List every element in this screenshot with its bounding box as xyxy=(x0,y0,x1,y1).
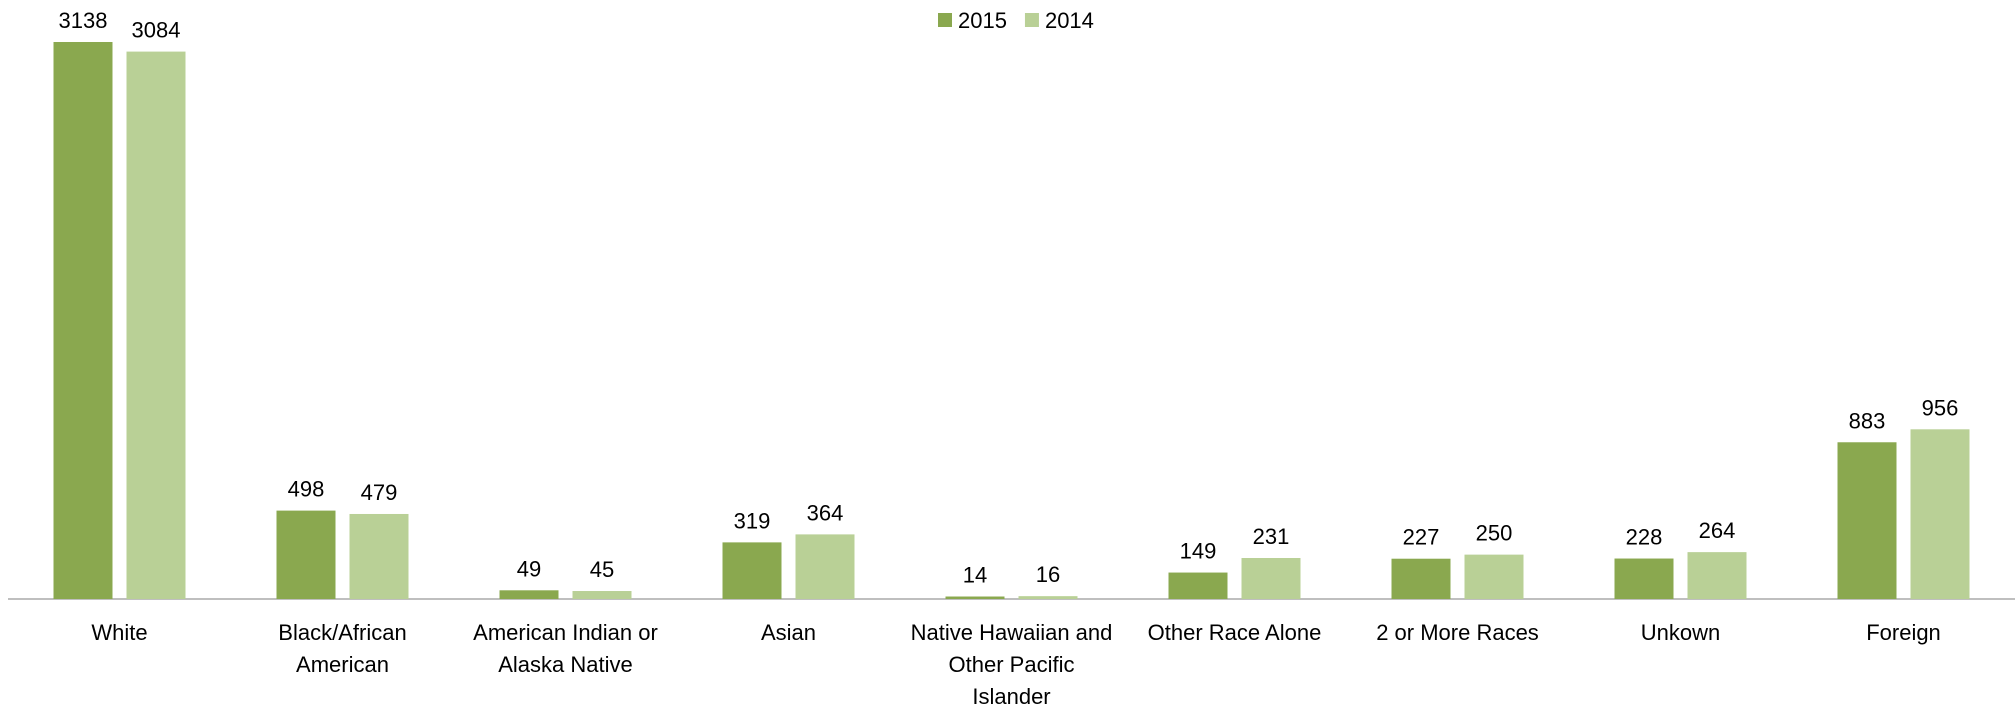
data-label: 3138 xyxy=(59,8,108,33)
data-label: 364 xyxy=(807,500,844,525)
data-label: 956 xyxy=(1922,395,1959,420)
bar xyxy=(1018,596,1078,599)
bar xyxy=(795,534,855,599)
bar xyxy=(572,591,632,599)
data-label: 49 xyxy=(517,556,541,581)
bar xyxy=(722,542,782,599)
data-label: 149 xyxy=(1180,539,1217,564)
data-label: 45 xyxy=(590,557,614,582)
x-tick-label: White xyxy=(91,620,148,645)
bar xyxy=(1464,554,1524,599)
legend-swatch xyxy=(938,13,952,27)
bar xyxy=(1614,558,1674,599)
legend-label: 2014 xyxy=(1045,8,1094,33)
data-label: 498 xyxy=(288,477,325,502)
data-label: 228 xyxy=(1626,525,1663,550)
bar xyxy=(1391,558,1451,599)
data-label: 231 xyxy=(1253,524,1290,549)
x-tick-label: Asian xyxy=(760,620,817,645)
data-label: 479 xyxy=(361,480,398,505)
x-tick-label: American Indian or Alaska Native xyxy=(473,620,658,677)
x-tick-label: Black/African American xyxy=(278,620,407,677)
data-label: 14 xyxy=(963,563,987,588)
x-tick-label: 2 or More Races xyxy=(1376,620,1539,645)
data-label: 319 xyxy=(734,508,771,533)
data-label: 227 xyxy=(1403,525,1440,550)
x-tick-label: Native Hawaiian and Other Pacific Island… xyxy=(910,620,1113,709)
bar xyxy=(126,51,186,599)
x-tick-label: Foreign xyxy=(1866,620,1941,645)
data-label: 883 xyxy=(1849,408,1886,433)
bar xyxy=(1910,429,1970,599)
bar xyxy=(945,596,1005,599)
data-label: 264 xyxy=(1699,518,1736,543)
bar xyxy=(53,42,113,599)
bar xyxy=(1837,442,1897,599)
bar xyxy=(1241,557,1301,599)
data-label: 3084 xyxy=(132,18,181,43)
bar xyxy=(1687,552,1747,599)
x-tick-label: Other Race Alone xyxy=(1147,620,1322,645)
bar xyxy=(349,513,409,599)
legend-swatch xyxy=(1024,13,1039,27)
bar xyxy=(276,510,336,599)
bar xyxy=(1168,572,1228,599)
data-label: 250 xyxy=(1476,521,1513,546)
x-tick-label: Unkown xyxy=(1640,620,1721,645)
bar xyxy=(499,590,559,599)
data-label: 16 xyxy=(1036,562,1060,587)
legend-label: 2015 xyxy=(958,8,1007,33)
